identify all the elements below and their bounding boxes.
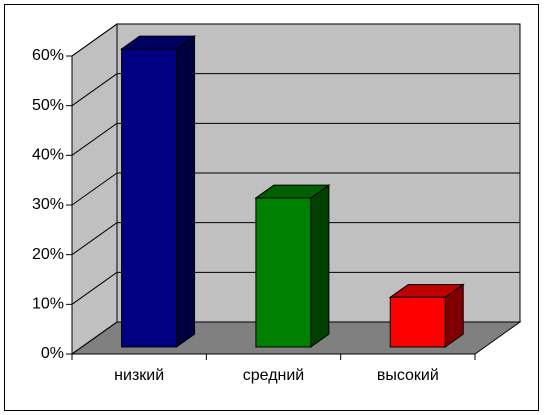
grid-line	[71, 23, 118, 57]
y-tick-label: 40%	[32, 147, 64, 164]
bar	[121, 48, 178, 348]
bar	[255, 197, 312, 348]
grid-line	[71, 271, 118, 305]
x-tick-label: низкий	[114, 367, 164, 384]
grid-line	[71, 122, 118, 156]
y-tick-label: 10%	[32, 296, 64, 313]
grid-line	[71, 321, 118, 355]
bar-side	[176, 35, 196, 348]
y-tick-label: 50%	[32, 97, 64, 114]
bar	[389, 296, 446, 348]
grid-line	[71, 222, 118, 256]
grid-line	[71, 172, 118, 206]
y-tick-label: 20%	[32, 246, 64, 263]
grid-line	[71, 73, 118, 107]
x-tick-label: средний	[243, 367, 305, 384]
x-tick-label: высокий	[377, 367, 439, 384]
y-tick-label: 30%	[32, 196, 64, 213]
y-tick-label: 0%	[41, 345, 64, 362]
y-tick-label: 60%	[32, 47, 64, 64]
bar-side	[310, 184, 330, 348]
